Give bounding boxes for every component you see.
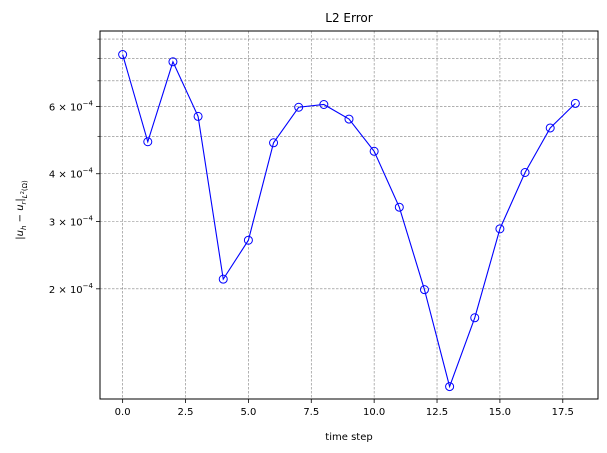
series-layer xyxy=(118,50,580,392)
data-point-marker xyxy=(419,285,429,295)
chart-title: L2 Error xyxy=(325,11,372,25)
x-tick-label: 17.5 xyxy=(552,407,574,418)
series-line xyxy=(122,54,576,389)
plot-frame xyxy=(99,30,599,400)
x-tick-label: 2.5 xyxy=(178,407,194,418)
y-tick-label: 6 × 10−4 xyxy=(49,99,94,113)
data-point-marker xyxy=(520,167,530,177)
y-tick-label: 2 × 10−4 xyxy=(49,282,94,296)
data-point-marker xyxy=(243,235,253,245)
data-point-marker xyxy=(269,138,279,148)
data-point-marker xyxy=(445,382,455,392)
x-tick-label: 10.0 xyxy=(363,407,385,418)
data-point-marker xyxy=(369,146,379,156)
x-tick-label: 12.5 xyxy=(426,407,448,418)
y-tick-label: 4 × 10−4 xyxy=(49,167,94,181)
x-axis-label: time step xyxy=(325,432,372,443)
data-point-marker xyxy=(470,313,480,323)
data-point-marker xyxy=(570,98,580,108)
data-point-marker xyxy=(394,202,404,212)
data-point-marker xyxy=(319,99,329,109)
y-tick-label: 3 × 10−4 xyxy=(49,215,94,229)
grid-lines xyxy=(100,31,598,399)
data-point-marker xyxy=(545,123,555,133)
data-point-marker xyxy=(168,57,178,67)
x-tick-label: 0.0 xyxy=(115,407,131,418)
data-point-marker xyxy=(143,137,153,147)
x-tick-label: 7.5 xyxy=(303,407,319,418)
x-axis: 0.0 2.5 5.0 7.5 10.0 12.5 15.0 17.5 xyxy=(115,399,574,418)
y-axis: 2 × 10−4 3 × 10−4 4 × 10−4 6 × 10−4 xyxy=(49,38,100,296)
data-point-marker xyxy=(193,111,203,121)
data-point-marker xyxy=(218,274,228,284)
data-point-marker xyxy=(294,102,304,112)
data-point-marker xyxy=(118,50,128,60)
data-point-marker xyxy=(344,114,354,124)
x-tick-label: 15.0 xyxy=(489,407,511,418)
data-point-marker xyxy=(495,224,505,234)
x-tick-label: 5.0 xyxy=(240,407,256,418)
